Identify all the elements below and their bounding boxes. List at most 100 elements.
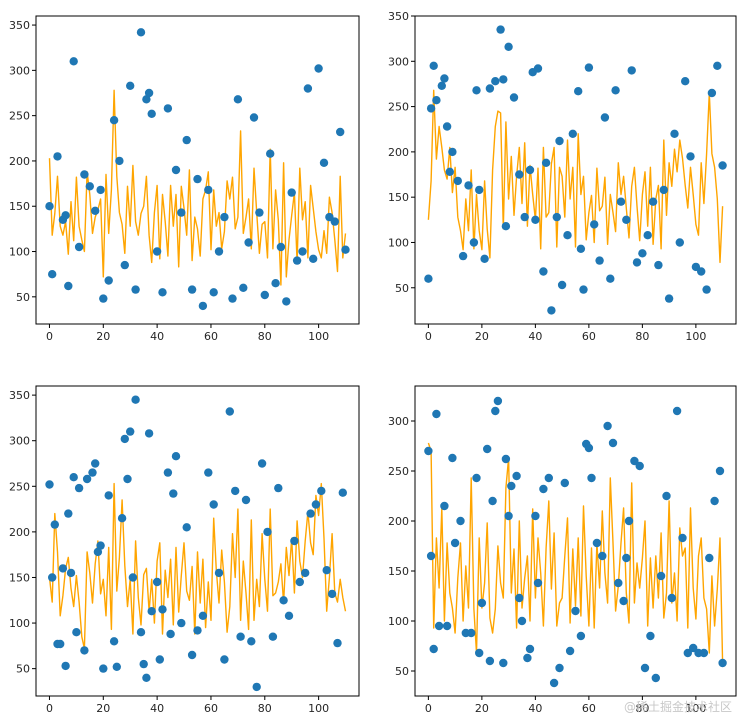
scatter-point <box>336 127 345 137</box>
scatter-point <box>225 407 234 416</box>
scatter-point <box>533 64 543 73</box>
scatter-point <box>252 682 261 692</box>
scatter-point <box>220 655 229 664</box>
scatter-point <box>499 658 508 668</box>
plot-area <box>424 396 727 688</box>
scatter-point <box>442 122 452 131</box>
scatter-point <box>58 564 68 573</box>
scatter-point <box>702 285 711 294</box>
y-tick-label: 250 <box>9 110 30 123</box>
scatter-point <box>45 480 54 489</box>
y-tick-label: 200 <box>388 146 409 159</box>
scatter-point <box>598 551 607 561</box>
x-tick-label: 40 <box>528 330 542 343</box>
scatter-point <box>472 86 481 95</box>
scatter-point <box>249 113 259 122</box>
scatter-point <box>99 294 108 303</box>
scatter-point <box>163 468 173 477</box>
scatter-point <box>493 396 503 406</box>
scatter-point <box>209 288 218 297</box>
scatter-point <box>592 538 602 548</box>
scatter-point <box>681 77 690 86</box>
scatter-point <box>204 468 213 477</box>
scatter-point <box>689 643 698 653</box>
plot-area <box>45 28 350 311</box>
x-tick-label: 100 <box>308 330 329 343</box>
scatter-point <box>477 598 487 608</box>
scatter-point <box>131 395 140 404</box>
scatter-point <box>624 516 634 526</box>
scatter-point <box>557 280 567 290</box>
scatter-point <box>448 453 457 463</box>
scatter-point <box>475 185 484 195</box>
y-tick-label: 250 <box>388 465 409 478</box>
scatter-point <box>139 659 148 669</box>
scatter-point <box>117 514 127 523</box>
y-tick-label: 50 <box>16 291 30 304</box>
scatter-point <box>483 444 492 454</box>
y-tick-label: 100 <box>9 617 30 630</box>
line-series <box>427 442 724 664</box>
scatter-point <box>630 456 639 466</box>
scatter-point <box>541 158 551 167</box>
scatter-point <box>440 501 449 511</box>
scatter-point <box>66 568 76 578</box>
scatter-point <box>274 483 283 493</box>
x-tick-label: 0 <box>46 330 53 343</box>
scatter-point <box>69 473 78 482</box>
scatter-point <box>292 256 302 265</box>
y-tick-label: 150 <box>9 571 30 584</box>
scatter-point <box>705 553 714 563</box>
scatter-point <box>311 500 321 509</box>
scatter-point <box>333 638 342 648</box>
scatter-point <box>187 650 197 660</box>
scatter-point <box>314 64 323 73</box>
y-tick-label: 50 <box>395 282 409 295</box>
scatter-point <box>193 174 202 184</box>
scatter-point <box>662 491 671 501</box>
y-tick-label: 200 <box>9 155 30 168</box>
scatter-point <box>619 596 628 606</box>
scatter-point <box>327 589 337 599</box>
scatter-point <box>434 621 444 631</box>
scatter-point <box>713 61 722 70</box>
x-tick-label: 20 <box>96 702 110 715</box>
x-tick-label: 20 <box>475 330 489 343</box>
scatter-point <box>131 285 140 294</box>
scatter-point <box>266 149 275 158</box>
scatter-point <box>525 165 535 175</box>
scatter-point <box>563 231 572 240</box>
scatter-point <box>126 81 135 91</box>
scatter-point <box>338 488 347 497</box>
scatter-point <box>82 474 92 484</box>
scatter-point <box>590 220 599 229</box>
y-tick-label: 50 <box>395 665 409 678</box>
scatter-point <box>147 607 156 616</box>
scatter-point <box>549 678 559 688</box>
scatter-point <box>247 637 256 646</box>
line-series <box>48 89 347 286</box>
y-tick-label: 200 <box>388 515 409 528</box>
scatter-point <box>233 95 243 104</box>
y-tick-label: 300 <box>388 55 409 68</box>
scatter-point <box>699 648 709 658</box>
scatter-point <box>675 238 684 247</box>
scatter-point <box>659 185 668 195</box>
scatter-point <box>93 547 103 557</box>
x-tick-label: 60 <box>582 330 596 343</box>
scatter-point <box>91 206 100 215</box>
scatter-point <box>491 77 500 86</box>
scatter-point <box>718 658 727 668</box>
scatter-point <box>531 511 540 521</box>
scatter-point <box>177 618 186 628</box>
y-tick-label: 300 <box>388 415 409 428</box>
scatter-point <box>654 260 663 270</box>
scatter-point <box>632 258 642 267</box>
scatter-point <box>555 136 564 146</box>
scatter-point <box>220 212 229 222</box>
y-tick-label: 200 <box>9 526 30 539</box>
scatter-point <box>683 648 692 658</box>
scatter-point <box>236 632 245 641</box>
scatter-point <box>166 629 175 639</box>
scatter-point <box>309 254 318 263</box>
